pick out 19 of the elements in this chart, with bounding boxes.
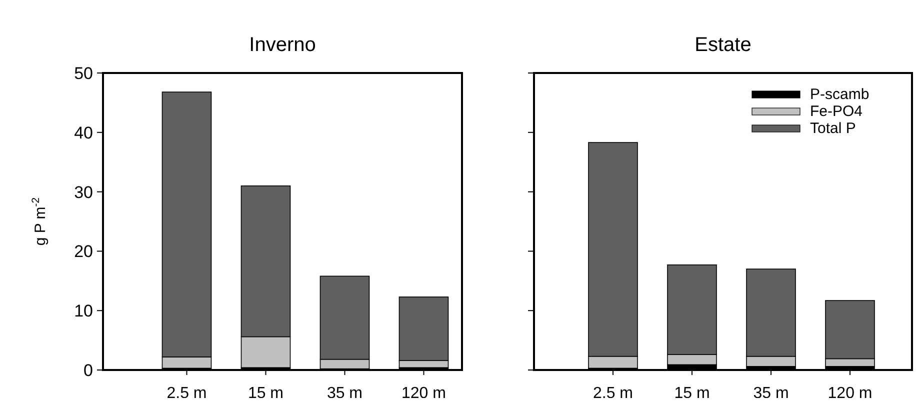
chart-title: Estate (694, 34, 752, 56)
legend-label: Fe-PO4 (810, 103, 863, 120)
y-tick-label: 40 (74, 123, 93, 142)
x-tick-label: 15 m (674, 385, 710, 401)
x-tick-label: 2.5 m (166, 385, 207, 401)
legend-label: Total P (810, 120, 856, 137)
y-tick-label: 20 (74, 242, 93, 262)
y-tick-label: 10 (74, 302, 93, 321)
x-tick-label: 120 m (828, 385, 872, 401)
x-tick-label: 120 m (402, 385, 446, 401)
legend-label: P-scamb (810, 86, 870, 103)
y-tick-label: 50 (74, 64, 93, 83)
y-tick-label: 30 (74, 182, 93, 202)
x-tick-label: 35 m (753, 385, 789, 401)
x-tick-label: 35 m (326, 385, 363, 401)
x-tick-label: 2.5 m (592, 385, 634, 401)
x-tick-label: 15 m (248, 385, 284, 401)
chart-title: Inverno (249, 34, 316, 56)
y-tick-label: 0 (84, 360, 93, 380)
